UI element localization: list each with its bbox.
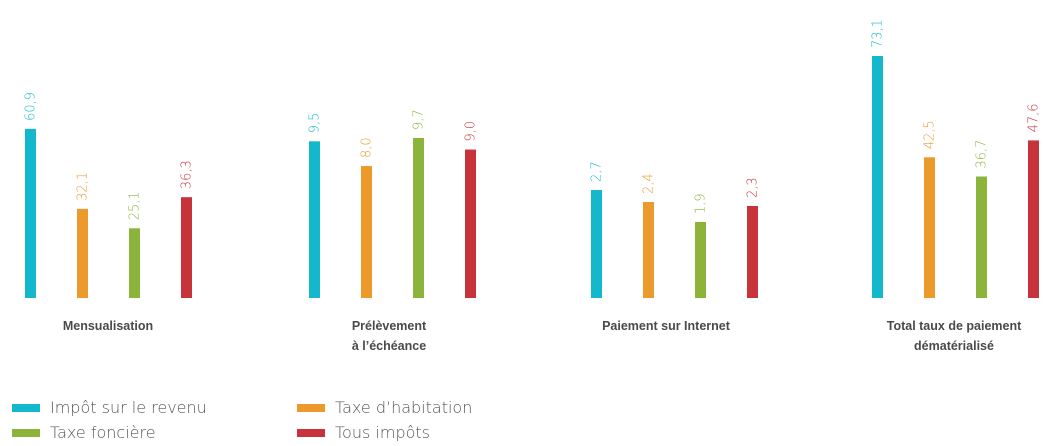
category-label-line: Prélèvement — [351, 319, 427, 333]
data-label: 1,9 — [694, 193, 709, 214]
legend-swatch — [297, 403, 325, 412]
data-label: 42,5 — [923, 120, 938, 149]
legend-label: Tous impôts — [335, 423, 430, 442]
bar — [413, 138, 424, 298]
data-label: 32,1 — [76, 172, 91, 201]
data-label: 8,0 — [360, 137, 375, 158]
category-label-line: Total taux de paiement — [886, 319, 1022, 333]
data-label: 2,3 — [746, 177, 761, 198]
bar — [77, 208, 88, 298]
legend-label: Impôt sur le revenu — [50, 398, 207, 417]
category-label-line: Paiement sur Internet — [602, 319, 730, 333]
data-label: 36,7 — [975, 140, 990, 169]
data-label: 47,6 — [1027, 103, 1042, 132]
data-label: 73,1 — [871, 19, 886, 48]
bar — [25, 128, 36, 298]
bar — [1028, 140, 1039, 298]
data-label: 36,3 — [180, 160, 195, 189]
category-label: Mensualisation — [63, 316, 153, 336]
data-label: 9,7 — [412, 109, 427, 130]
bar — [747, 206, 758, 298]
category-label: Total taux de paiement dématérialisé — [887, 316, 1022, 356]
data-label: 2,7 — [590, 161, 605, 182]
bar — [924, 157, 935, 298]
legend-swatch — [12, 428, 40, 437]
bar — [465, 149, 476, 298]
data-label: 9,5 — [308, 113, 323, 134]
legend-item: Taxe foncière — [12, 423, 156, 442]
bar — [643, 202, 654, 298]
legend-label: Taxe d’habitation — [335, 398, 473, 417]
legend-item: Impôt sur le revenu — [12, 398, 207, 417]
bar — [361, 166, 372, 298]
bar — [976, 176, 987, 298]
category-label-line: dématérialisé — [914, 339, 994, 353]
bar-chart: 60,9 9,5 2,7 73,1 32,1 8,0 2,4 42,5 25,1 9,7 1,9 36… — [24, 19, 1042, 298]
category-label-line: à l’échéance — [351, 339, 427, 353]
category-label-line: Mensualisation — [62, 319, 154, 333]
bar — [309, 141, 320, 298]
legend-item: Tous impôts — [297, 423, 430, 442]
bar — [695, 222, 706, 298]
bar — [591, 190, 602, 298]
data-label: 60,9 — [24, 92, 39, 121]
data-label: 9,0 — [464, 121, 479, 142]
legend-label: Taxe foncière — [50, 423, 156, 442]
bar — [181, 197, 192, 298]
legend-item: Taxe d’habitation — [297, 398, 472, 417]
category-label: Paiement sur Internet — [602, 316, 730, 336]
legend-swatch — [12, 403, 40, 412]
legend-swatch — [297, 428, 325, 437]
data-label: 25,1 — [128, 191, 143, 220]
data-label: 2,4 — [642, 173, 657, 194]
bar — [129, 228, 140, 298]
category-label: Prélèvement à l’échéance — [352, 316, 426, 356]
bar — [872, 56, 883, 298]
